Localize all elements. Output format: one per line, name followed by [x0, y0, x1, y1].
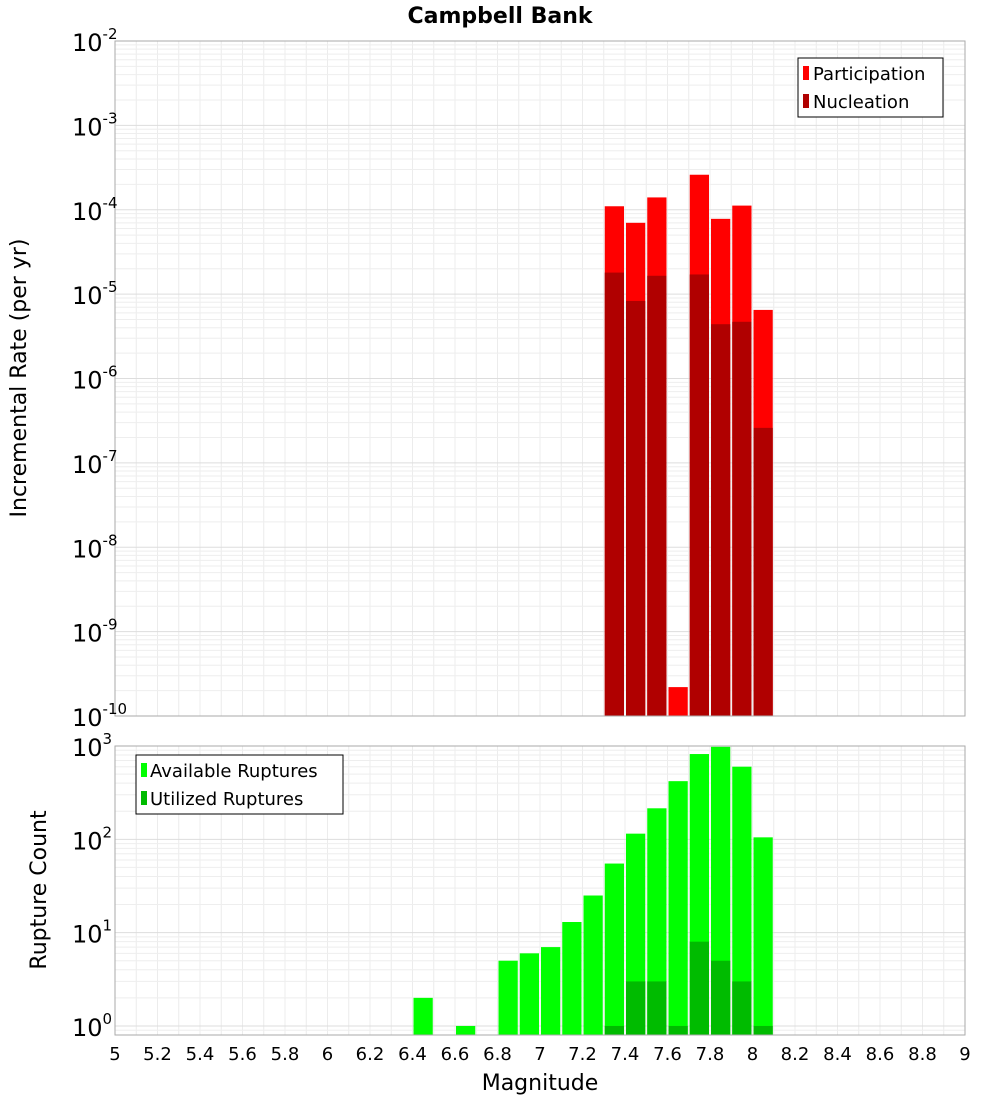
x-tick-label: 7 — [534, 1044, 545, 1065]
legend-label-utilized-ruptures: Utilized Ruptures — [150, 789, 303, 810]
bar-nucleation — [647, 275, 667, 716]
x-tick-label: 5.6 — [228, 1044, 257, 1065]
bar-available-ruptures — [583, 895, 603, 1035]
count-bars — [413, 746, 773, 1035]
bar-nucleation — [732, 321, 752, 716]
bar-available-ruptures — [647, 808, 667, 1035]
count-y-ticks: 103 102 101 100 — [72, 730, 112, 1042]
x-tick-label: 8.6 — [866, 1044, 895, 1065]
count-y-axis-label: Rupture Count — [27, 810, 52, 970]
x-tick-label: 6.4 — [398, 1044, 427, 1065]
x-tick-label: 6 — [322, 1044, 333, 1065]
x-tick-label: 6.8 — [483, 1044, 512, 1065]
x-tick-label: 9 — [959, 1044, 970, 1065]
y-tick-label: 10-4 — [72, 194, 118, 226]
x-tick-label: 8 — [747, 1044, 758, 1065]
rate-legend-box — [797, 57, 944, 118]
y-tick-label: 100 — [72, 1010, 112, 1042]
rate-y-axis-label: Incremental Rate (per yr) — [7, 239, 32, 518]
x-tick-label: 7.4 — [611, 1044, 640, 1065]
y-tick-label: 10-8 — [72, 531, 118, 563]
bar-nucleation — [604, 272, 624, 716]
bar-available-ruptures — [519, 953, 539, 1035]
bar-utilized-ruptures — [711, 960, 731, 1035]
y-tick-label: 10-10 — [72, 700, 127, 732]
y-tick-label: 10-7 — [72, 447, 118, 479]
bar-utilized-ruptures — [732, 981, 752, 1035]
x-tick-label: 8.2 — [781, 1044, 810, 1065]
count-legend: Available Ruptures Utilized Ruptures — [135, 754, 344, 815]
rate-grid — [114, 41, 966, 717]
bar-utilized-ruptures — [689, 941, 709, 1035]
chart-title: Campbell Bank — [408, 4, 594, 29]
x-tick-label: 7.8 — [696, 1044, 725, 1065]
x-tick-label: 7.6 — [653, 1044, 682, 1065]
x-tick-label: 6.2 — [356, 1044, 385, 1065]
legend-label-available-ruptures: Available Ruptures — [150, 761, 318, 782]
y-tick-label: 10-9 — [72, 616, 118, 648]
x-tick-label: 5 — [109, 1044, 120, 1065]
x-tick-label: 5.4 — [186, 1044, 215, 1065]
bar-available-ruptures — [753, 837, 773, 1035]
rate-y-ticks: 10-2 10-3 10-4 10-5 10-6 10-7 10-8 10-9 10-10 — [72, 25, 127, 732]
legend-label-nucleation: Nucleation — [813, 92, 909, 113]
x-tick-label: 5.8 — [271, 1044, 300, 1065]
y-tick-label: 102 — [72, 823, 112, 855]
count-plot-frame — [114, 745, 966, 1036]
y-tick-label: 103 — [72, 730, 112, 762]
bar-participation — [668, 687, 688, 716]
bar-nucleation — [689, 274, 709, 716]
bar-utilized-ruptures — [626, 981, 646, 1035]
x-tick-label: 5.2 — [143, 1044, 172, 1065]
x-tick-label: 6.6 — [441, 1044, 470, 1065]
y-tick-label: 10-6 — [72, 363, 118, 395]
legend-swatch-nucleation — [803, 94, 809, 108]
bar-nucleation — [626, 300, 646, 716]
y-tick-label: 10-3 — [72, 109, 118, 141]
bar-nucleation — [753, 427, 773, 716]
bar-utilized-ruptures — [647, 981, 667, 1035]
legend-swatch-available-ruptures — [141, 763, 147, 777]
rate-legend: Participation Nucleation — [797, 57, 944, 118]
x-axis-label: Magnitude — [482, 1071, 599, 1096]
bar-available-ruptures — [732, 766, 752, 1035]
bar-available-ruptures — [668, 781, 688, 1035]
bar-utilized-ruptures — [604, 1025, 624, 1035]
x-axis-ticks: 5 5.2 5.4 5.6 5.8 6 6.2 6.4 6.6 6.8 7 7.2 7.4 7.6 7.8 8… — [109, 1044, 970, 1065]
rate-plot-frame — [114, 40, 966, 717]
bar-available-ruptures — [413, 997, 433, 1035]
legend-label-participation: Participation — [813, 64, 925, 85]
count-legend-box — [135, 754, 344, 815]
rate-bars — [604, 174, 773, 717]
x-tick-label: 8.4 — [823, 1044, 852, 1065]
y-tick-label: 10-5 — [72, 278, 118, 310]
bar-available-ruptures — [604, 863, 624, 1035]
x-tick-label: 7.2 — [568, 1044, 597, 1065]
count-panel: 103 102 101 100 Rupture Count Available Rup… — [27, 730, 966, 1042]
bar-available-ruptures — [562, 922, 582, 1035]
legend-swatch-participation — [803, 66, 809, 80]
bar-utilized-ruptures — [753, 1025, 773, 1035]
legend-swatch-utilized-ruptures — [141, 791, 147, 805]
bar-available-ruptures — [456, 1025, 476, 1035]
bar-available-ruptures — [541, 947, 561, 1035]
y-tick-label: 10-2 — [72, 25, 118, 57]
bar-nucleation — [711, 324, 731, 716]
rate-panel: 10-2 10-3 10-4 10-5 10-6 10-7 10-8 10-9 10-10 In… — [7, 25, 966, 732]
x-tick-label: 8.8 — [908, 1044, 937, 1065]
y-tick-label: 101 — [72, 917, 112, 949]
bar-available-ruptures — [498, 960, 518, 1035]
bar-utilized-ruptures — [668, 1025, 688, 1035]
